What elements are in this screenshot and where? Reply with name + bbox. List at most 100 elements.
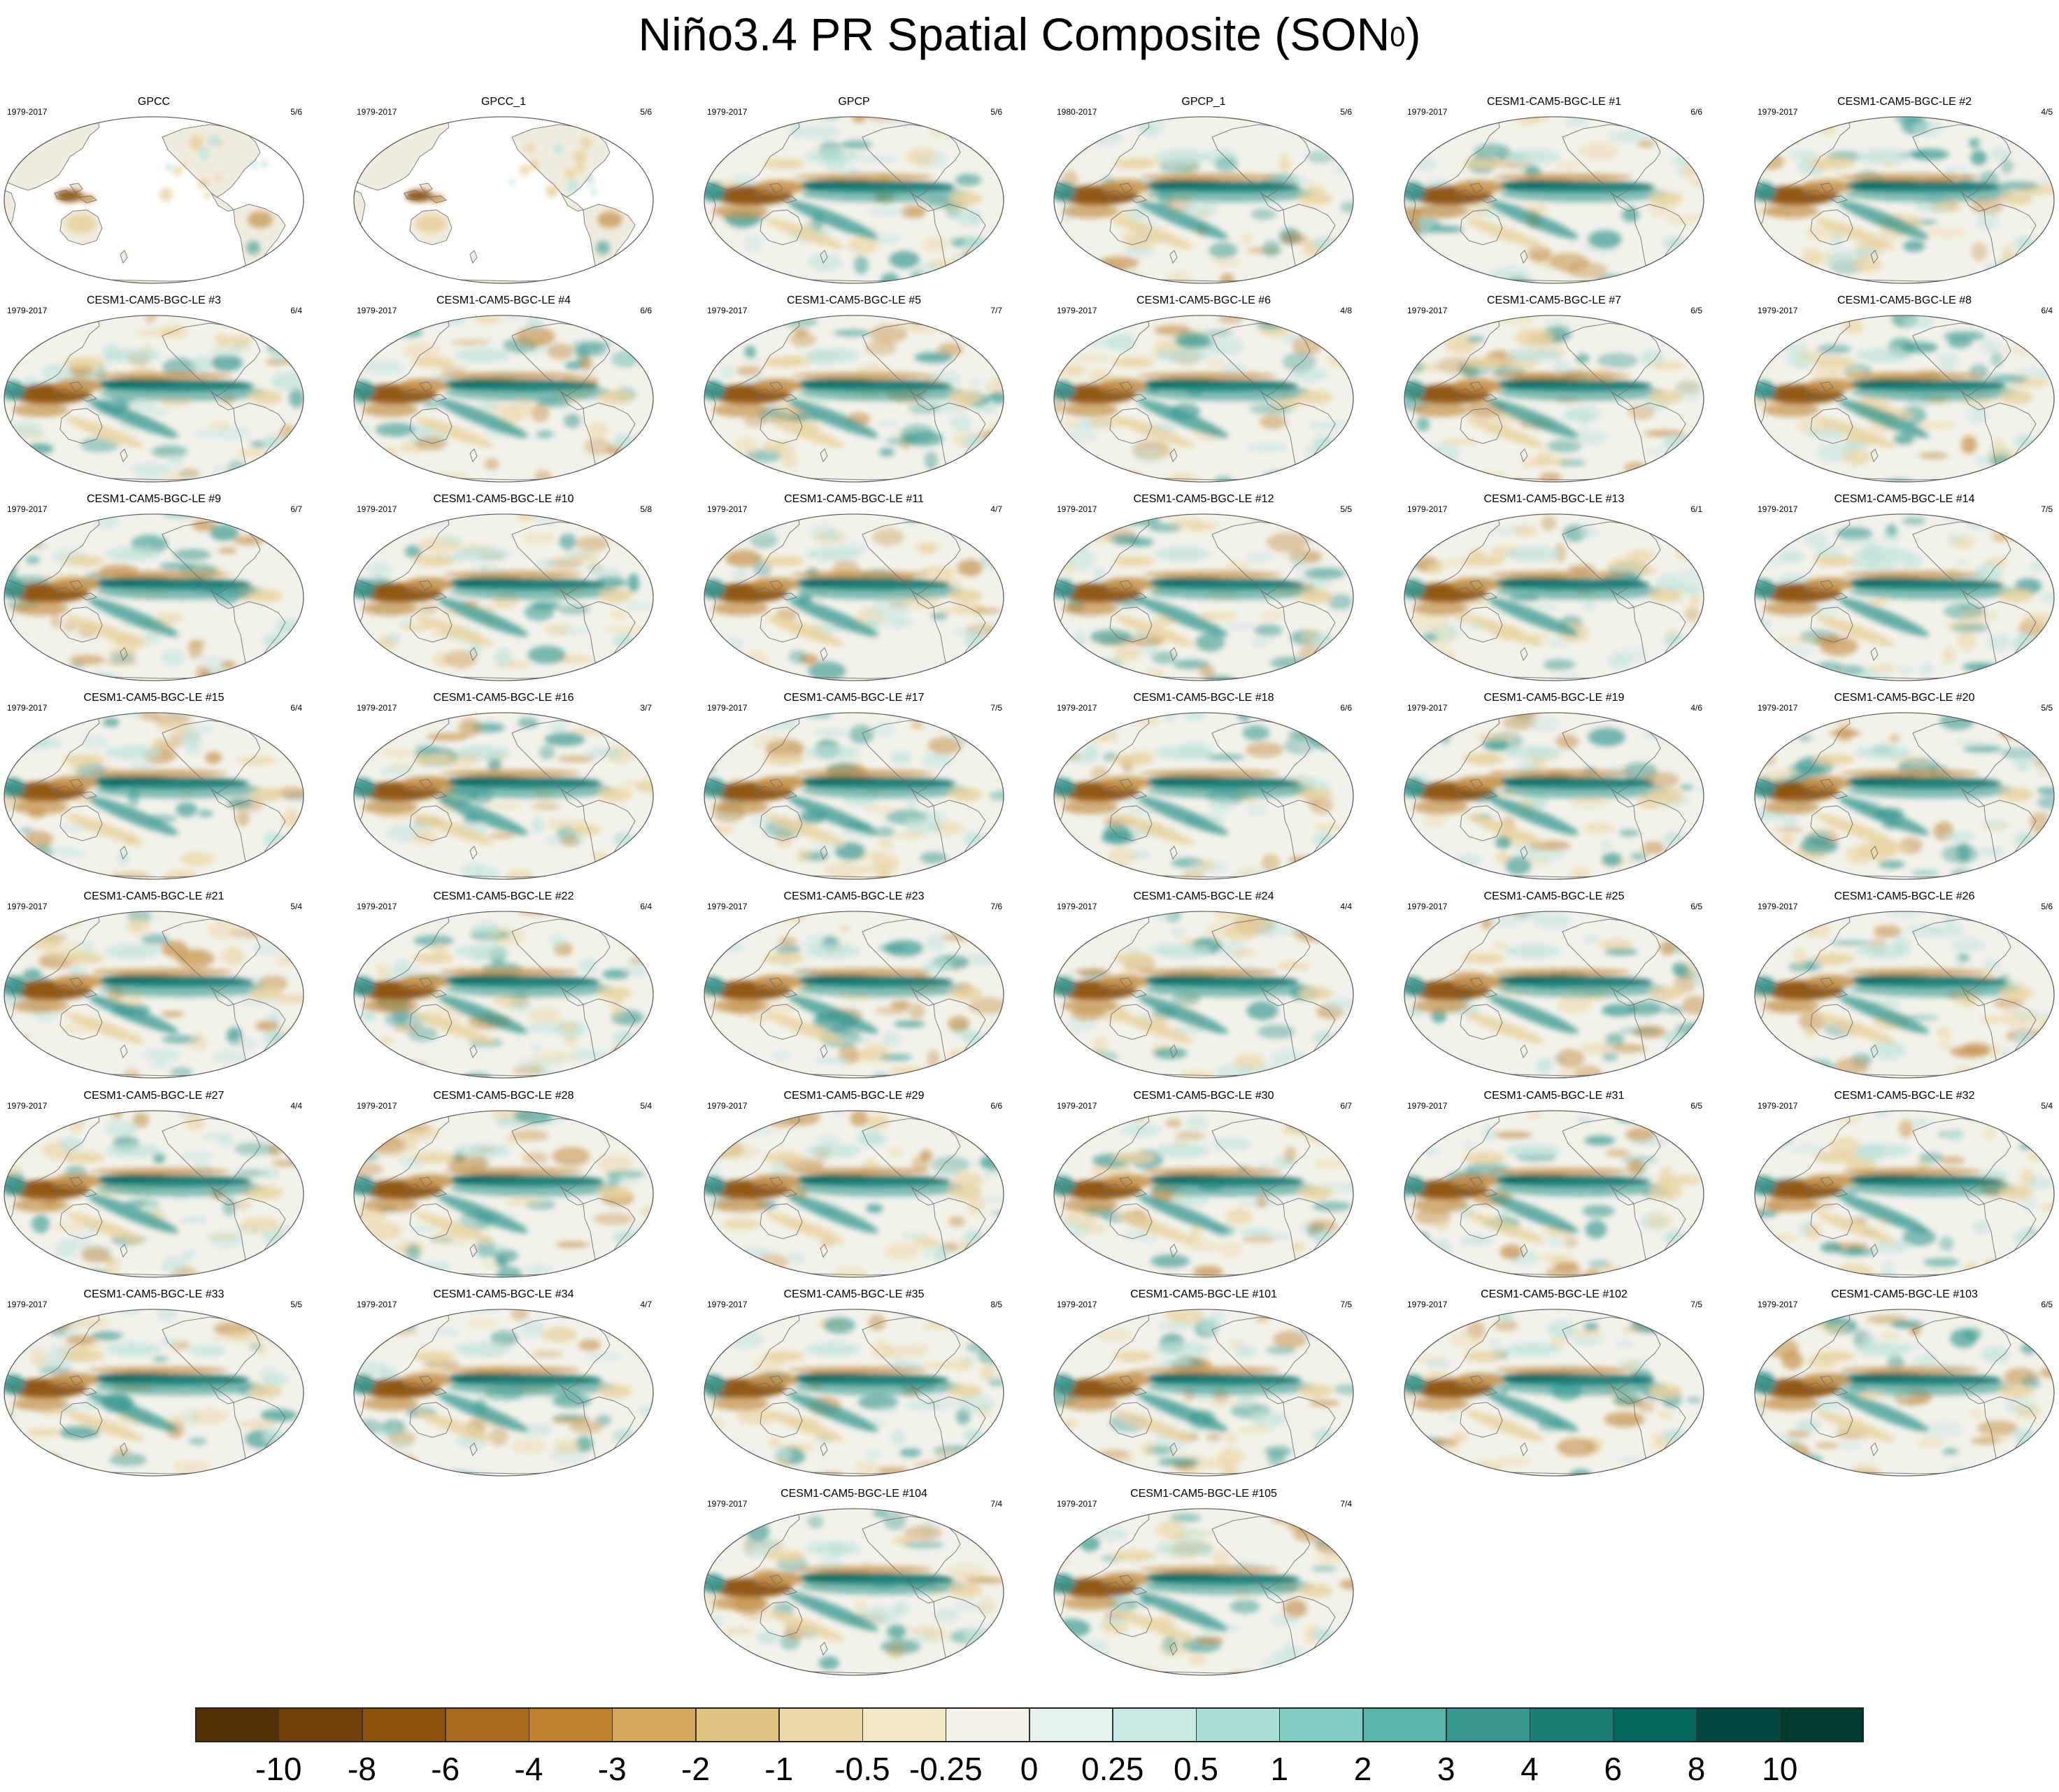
panel-year-range: 1979-2017 (1758, 703, 1798, 713)
composite-map (3, 513, 304, 681)
panel-title: CESM1-CAM5-BGC-LE #11 (784, 493, 924, 505)
panel-title: CESM1-CAM5-BGC-LE #35 (783, 1288, 925, 1300)
panel-event-count: 5/6 (990, 107, 1002, 117)
panel-title: CESM1-CAM5-BGC-LE #4 (436, 294, 571, 306)
panel-title: CESM1-CAM5-BGC-LE #9 (86, 493, 222, 505)
panel-event-count: 5/5 (290, 1300, 302, 1309)
colorbar-swatch (1613, 1707, 1697, 1742)
colorbar-swatch (1196, 1707, 1280, 1742)
composite-map (704, 1110, 1004, 1278)
panel-event-count: 6/4 (290, 703, 302, 713)
panel-event-count: 7/7 (990, 306, 1002, 315)
colorbar-swatch (612, 1707, 696, 1742)
figure-title-text: Niño3.4 PR Spatial Composite (SON (638, 8, 1390, 60)
map-panel: CESM1-CAM5-BGC-LE #24 1979-2017 4/4 (1050, 890, 1358, 1082)
colorbar-tick-label: 0.25 (1081, 1751, 1144, 1787)
composite-map (1754, 116, 2055, 284)
panel-event-count: 5/6 (2041, 902, 2053, 911)
map-panel: CESM1-CAM5-BGC-LE #19 1979-2017 4/6 (1400, 691, 1708, 883)
panel-event-count: 3/7 (640, 703, 652, 713)
colorbar-swatch (278, 1707, 362, 1742)
panel-year-range: 1979-2017 (707, 1499, 748, 1509)
map-panel: CESM1-CAM5-BGC-LE #14 1979-2017 7/5 (1751, 492, 2058, 685)
panel-year-range: 1979-2017 (707, 1101, 748, 1111)
map-panel: CESM1-CAM5-BGC-LE #3 1979-2017 6/4 (0, 294, 308, 486)
panel-title: CESM1-CAM5-BGC-LE #5 (786, 294, 922, 306)
composite-map (1404, 315, 1704, 483)
map-panel: CESM1-CAM5-BGC-LE #13 1979-2017 6/1 (1400, 492, 1708, 685)
map-panel: CESM1-CAM5-BGC-LE #29 1979-2017 6/6 (700, 1089, 1008, 1281)
composite-map (1754, 911, 2055, 1079)
panel-event-count: 4/4 (1340, 902, 1352, 911)
colorbar-tick-label: -1 (764, 1751, 794, 1787)
panel-title: CESM1-CAM5-BGC-LE #15 (83, 692, 225, 704)
map-panel: CESM1-CAM5-BGC-LE #17 1979-2017 7/5 (700, 691, 1008, 883)
panel-year-range: 1979-2017 (7, 703, 48, 713)
panel-title: CESM1-CAM5-BGC-LE #26 (1834, 890, 1975, 902)
map-panel: GPCC 1979-2017 5/6 (0, 95, 308, 287)
map-panel-grid: GPCC 1979-2017 5/6 GPCC_1 1979-2017 5/6 GPCP 19… (0, 95, 2058, 1679)
colorbar-tick-label: -0.25 (909, 1751, 983, 1787)
colorbar-swatch (778, 1707, 863, 1742)
colorbar-swatch (1029, 1707, 1113, 1742)
panel-event-count: 7/6 (990, 902, 1002, 911)
map-panel: CESM1-CAM5-BGC-LE #18 1979-2017 6/6 (1050, 691, 1358, 883)
panel-year-range: 1979-2017 (1057, 703, 1097, 713)
panel-event-count: 7/5 (1340, 1300, 1352, 1309)
panel-title: CESM1-CAM5-BGC-LE #101 (1130, 1288, 1277, 1300)
colorbar-tick-label: -2 (681, 1751, 710, 1787)
panel-year-range: 1979-2017 (357, 107, 397, 117)
map-panel: CESM1-CAM5-BGC-LE #7 1979-2017 6/5 (1400, 294, 1708, 486)
panel-year-range: 1979-2017 (7, 1300, 48, 1309)
colorbar-tick-label: 10 (1762, 1751, 1798, 1787)
panel-title: CESM1-CAM5-BGC-LE #18 (1133, 692, 1274, 704)
composite-map (704, 315, 1004, 483)
panel-year-range: 1979-2017 (707, 306, 748, 315)
figure-title-superscript: 0 (1390, 22, 1406, 52)
composite-map (1404, 116, 1704, 284)
composite-map (353, 315, 654, 483)
panel-title: CESM1-CAM5-BGC-LE #32 (1834, 1090, 1975, 1102)
map-panel: CESM1-CAM5-BGC-LE #102 1979-2017 7/5 (1400, 1288, 1708, 1480)
map-panel: GPCP_1 1980-2017 5/6 (1050, 95, 1358, 287)
map-panel: CESM1-CAM5-BGC-LE #103 1979-2017 6/5 (1751, 1288, 2058, 1480)
panel-event-count: 4/4 (290, 1101, 302, 1111)
map-panel: CESM1-CAM5-BGC-LE #15 1979-2017 6/4 (0, 691, 308, 883)
map-panel: CESM1-CAM5-BGC-LE #104 1979-2017 7/4 (700, 1487, 1008, 1679)
panel-event-count: 5/4 (290, 902, 302, 911)
panel-year-range: 1979-2017 (357, 1300, 397, 1309)
panel-title: CESM1-CAM5-BGC-LE #19 (1483, 692, 1625, 704)
panel-year-range: 1979-2017 (1758, 1101, 1798, 1111)
panel-event-count: 4/7 (990, 504, 1002, 514)
panel-year-range: 1979-2017 (7, 504, 48, 514)
colorbar-tick-label: -3 (597, 1751, 627, 1787)
colorbar-swatch (862, 1707, 946, 1742)
panel-event-count: 6/4 (290, 306, 302, 315)
panel-year-range: 1979-2017 (1758, 504, 1798, 514)
panel-title: CESM1-CAM5-BGC-LE #22 (433, 890, 574, 902)
composite-map (3, 1309, 304, 1477)
panel-title: CESM1-CAM5-BGC-LE #29 (783, 1090, 925, 1102)
composite-map (353, 1110, 654, 1278)
panel-title: CESM1-CAM5-BGC-LE #25 (1483, 890, 1625, 902)
figure-title-close: ) (1405, 8, 1421, 60)
map-panel: CESM1-CAM5-BGC-LE #33 1979-2017 5/5 (0, 1288, 308, 1480)
panel-year-range: 1979-2017 (357, 504, 397, 514)
composite-map (3, 911, 304, 1079)
map-panel: CESM1-CAM5-BGC-LE #11 1979-2017 4/7 (700, 492, 1008, 685)
map-panel: CESM1-CAM5-BGC-LE #22 1979-2017 6/4 (350, 890, 657, 1082)
panel-event-count: 6/5 (2041, 1300, 2053, 1309)
map-panel: GPCP 1979-2017 5/6 (700, 95, 1008, 287)
colorbar-swatch (1112, 1707, 1197, 1742)
map-panel: CESM1-CAM5-BGC-LE #32 1979-2017 5/4 (1751, 1089, 2058, 1281)
panel-title: CESM1-CAM5-BGC-LE #28 (433, 1090, 574, 1102)
composite-map (1754, 712, 2055, 880)
panel-event-count: 5/5 (2041, 703, 2053, 713)
composite-map (1404, 712, 1704, 880)
panel-title: CESM1-CAM5-BGC-LE #27 (83, 1090, 225, 1102)
panel-year-range: 1979-2017 (7, 1101, 48, 1111)
composite-map (704, 712, 1004, 880)
panel-year-range: 1979-2017 (7, 306, 48, 315)
composite-map (1053, 315, 1354, 483)
panel-year-range: 1980-2017 (1057, 107, 1097, 117)
